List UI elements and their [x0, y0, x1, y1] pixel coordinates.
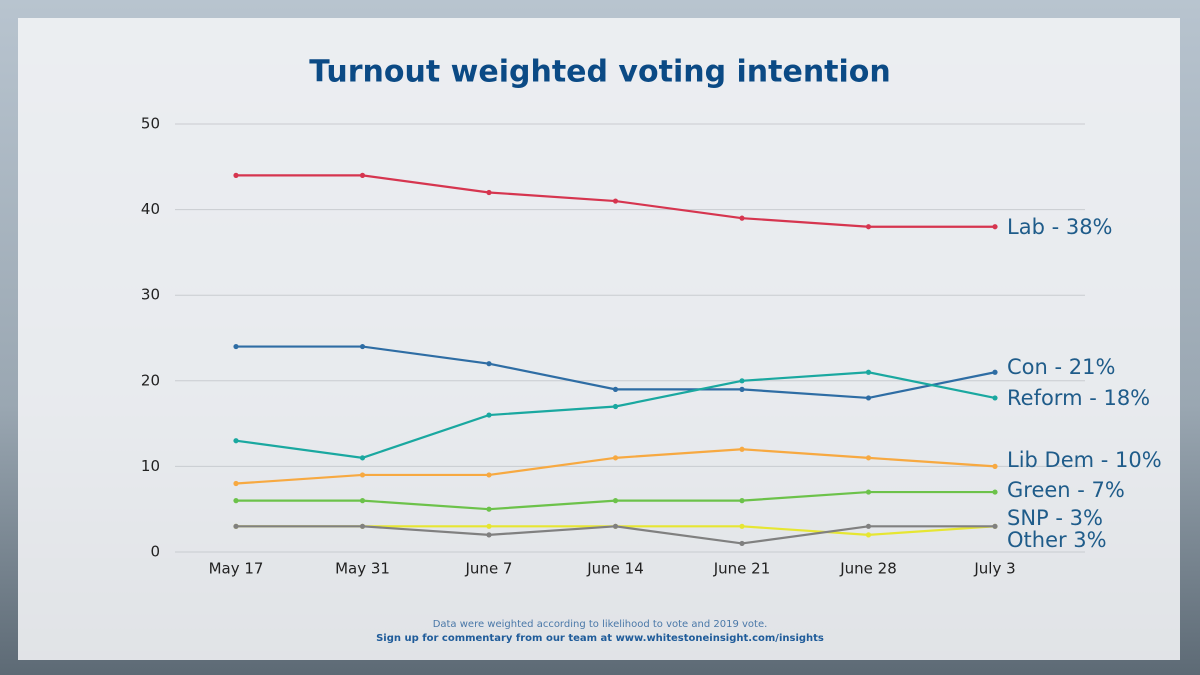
series-point	[992, 224, 998, 230]
series-point	[739, 446, 745, 452]
series-point	[359, 523, 366, 529]
series-label: Green - 7%	[1007, 478, 1125, 502]
footnote-link: Sign up for commentary from our team at …	[376, 633, 824, 644]
series-point	[486, 506, 492, 512]
series-point	[486, 523, 492, 529]
x-tick-label: June 21	[713, 560, 771, 578]
chart-title: Turnout weighted voting intention	[309, 55, 891, 90]
series-label: Con - 21%	[1007, 355, 1115, 379]
series-point	[739, 386, 745, 392]
series-point	[992, 369, 998, 375]
series-point	[612, 455, 619, 461]
series-point	[612, 523, 619, 529]
panel	[18, 18, 1180, 660]
series-label: Other 3%	[1007, 528, 1107, 552]
series-point	[612, 498, 619, 504]
series-point	[612, 198, 619, 204]
series-label: SNP - 3%	[1007, 506, 1103, 530]
series-point	[233, 480, 239, 487]
series-point	[233, 523, 239, 529]
series-point	[233, 343, 239, 350]
y-tick-label: 10	[141, 457, 160, 475]
series-point	[233, 172, 239, 178]
series-point	[992, 463, 998, 469]
x-tick-label: June 14	[586, 560, 644, 578]
series-point	[739, 540, 745, 547]
series-point	[233, 438, 239, 444]
y-tick-label: 0	[150, 543, 160, 561]
series-label: Lib Dem - 10%	[1007, 448, 1162, 472]
series-point	[739, 215, 745, 221]
x-tick-label: May 31	[335, 560, 390, 578]
series-point	[865, 489, 872, 495]
series-point	[486, 532, 492, 538]
y-tick-label: 30	[141, 286, 160, 304]
y-tick-label: 20	[141, 371, 160, 389]
series-point	[486, 412, 492, 418]
series-point	[359, 498, 366, 504]
series-point	[486, 472, 492, 478]
series-point	[865, 532, 872, 538]
series-point	[992, 489, 998, 495]
series-point	[359, 172, 366, 178]
x-tick-label: June 7	[465, 560, 513, 578]
series-point	[612, 403, 619, 410]
series-point	[865, 455, 872, 461]
series-label: Reform - 18%	[1007, 386, 1150, 410]
series-point	[865, 369, 872, 375]
series-point	[359, 343, 366, 350]
series-point	[233, 498, 239, 504]
series-point	[739, 523, 745, 529]
footnote: Data were weighted according to likeliho…	[433, 619, 768, 630]
series-point	[992, 395, 998, 401]
series-point	[865, 224, 872, 230]
series-label: Lab - 38%	[1007, 215, 1113, 239]
series-point	[612, 386, 619, 392]
series-point	[359, 472, 366, 478]
series-point	[486, 361, 492, 367]
x-tick-label: June 28	[839, 560, 897, 578]
x-tick-label: May 17	[209, 560, 264, 578]
series-point	[739, 498, 745, 504]
series-point	[865, 395, 872, 401]
y-tick-label: 50	[141, 115, 160, 133]
series-point	[486, 189, 492, 196]
x-tick-label: July 3	[973, 560, 1015, 578]
series-point	[865, 523, 872, 529]
series-point	[739, 378, 745, 384]
series-point	[992, 523, 998, 529]
series-point	[359, 455, 366, 461]
y-tick-label: 40	[141, 200, 160, 218]
